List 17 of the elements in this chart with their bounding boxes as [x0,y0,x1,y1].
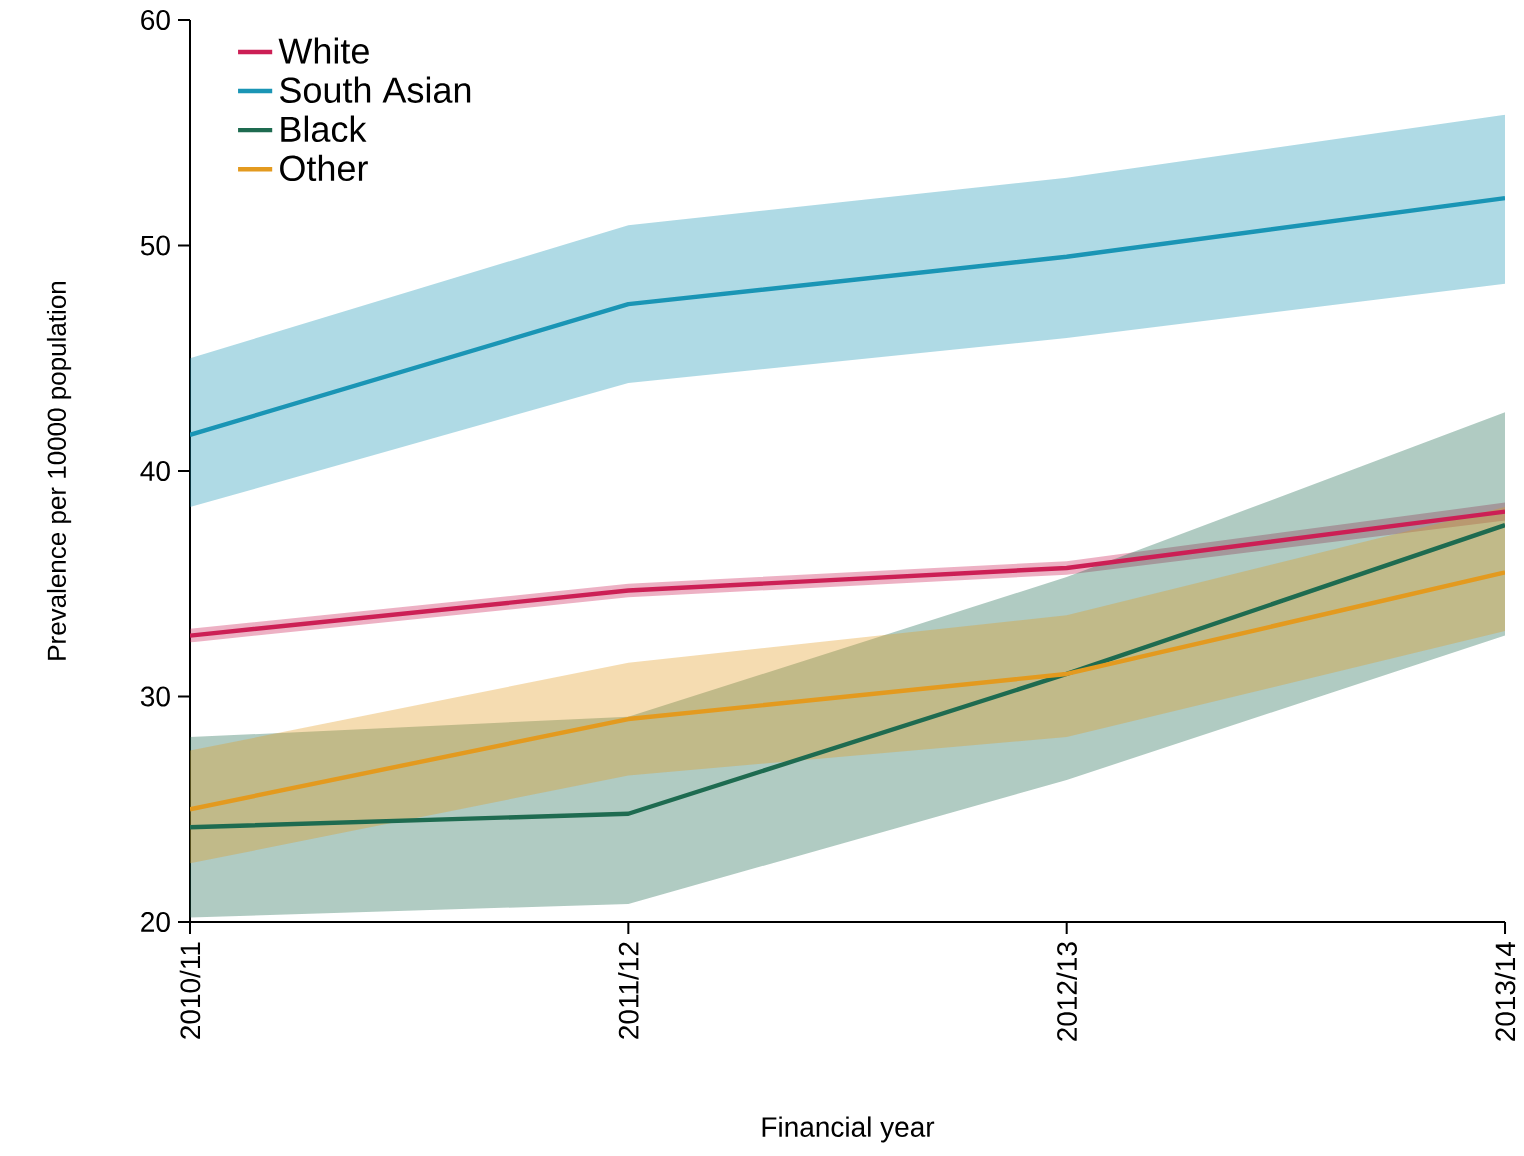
legend-label: South Asian [280,76,471,103]
x-tick-label: 2012/13 [1056,942,1077,1041]
y-tick-label: 40 [140,461,170,481]
y-tick-label: 50 [140,235,170,256]
y-tick-label: 60 [141,10,170,30]
legend-label: Black [281,115,367,143]
y-tick-label: 20 [141,912,170,932]
legend-label: Other [280,154,368,182]
x-tick-label: 2011/12 [618,942,639,1039]
x-tick-label: 2013/14 [1494,941,1516,1041]
y-axis-title: Prevalence per 10000 population [46,281,72,660]
line-series [190,570,1506,812]
legend-label: White [278,37,369,64]
line-series [190,195,1506,438]
x-tick-label: 2010/11 [179,942,201,1039]
y-tick-label: 30 [140,686,170,707]
x-axis-title: Financial year [762,1116,935,1143]
